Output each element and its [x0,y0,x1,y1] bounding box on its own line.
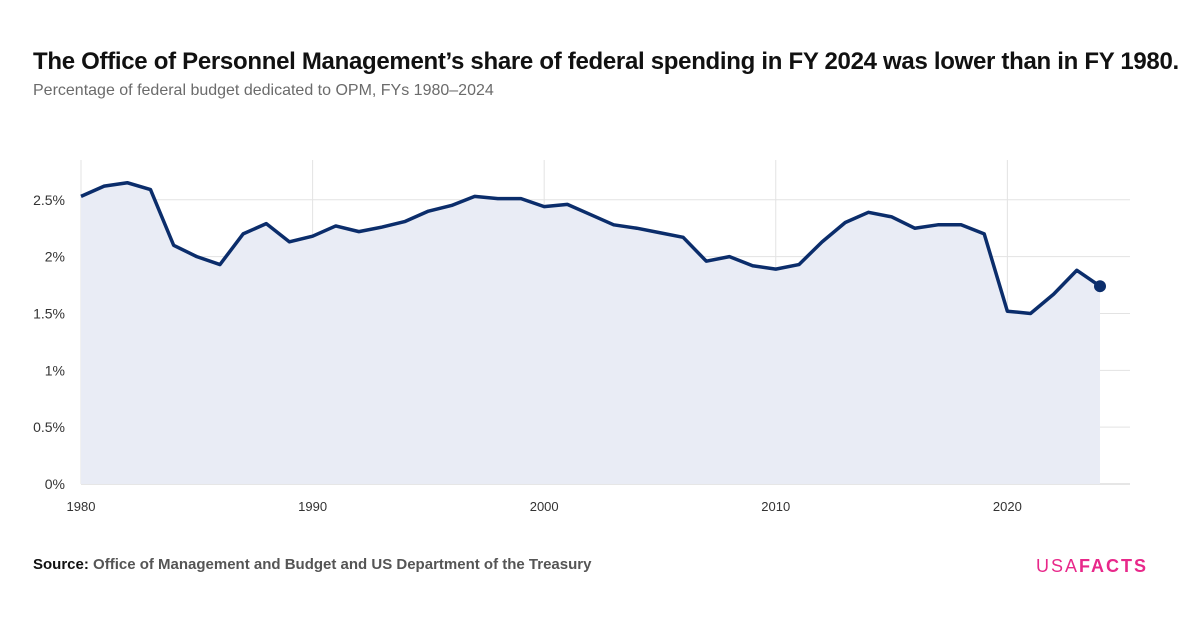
source-label: Source: [33,556,89,573]
source-note: Source: Office of Management and Budget … [33,556,591,573]
x-tick-label: 2000 [530,499,559,514]
x-tick-label: 1990 [298,499,327,514]
logo-usa: USA [1035,556,1079,576]
y-tick-label: 0.5% [33,419,65,435]
y-tick-label: 2% [45,249,65,265]
y-tick-label: 1.5% [33,305,65,321]
y-tick-label: 2.5% [33,192,65,208]
x-tick-label: 1980 [67,499,96,514]
usafacts-logo: USAFACTS [1036,556,1148,577]
x-tick-label: 2010 [761,499,790,514]
y-tick-label: 1% [45,362,65,378]
axis-layer: 0% 0.5% 1% 1.5% 2% 2.5% 1980 1990 2000 2010 2020 [33,192,1022,514]
marker-layer [1094,280,1106,293]
area-fill [81,182,1100,485]
last-point-marker [1094,280,1106,293]
series-line [80,180,1101,316]
x-tick-label: 2020 [993,499,1022,514]
chart-subtitle: Percentage of federal budget dedicated t… [33,82,494,99]
logo-facts: FACTS [1078,556,1148,576]
chart-title: The Office of Personnel Management’s sha… [33,48,1179,75]
source-text: Office of Management and Budget and US D… [93,556,592,573]
y-tick-label: 0% [45,476,65,492]
